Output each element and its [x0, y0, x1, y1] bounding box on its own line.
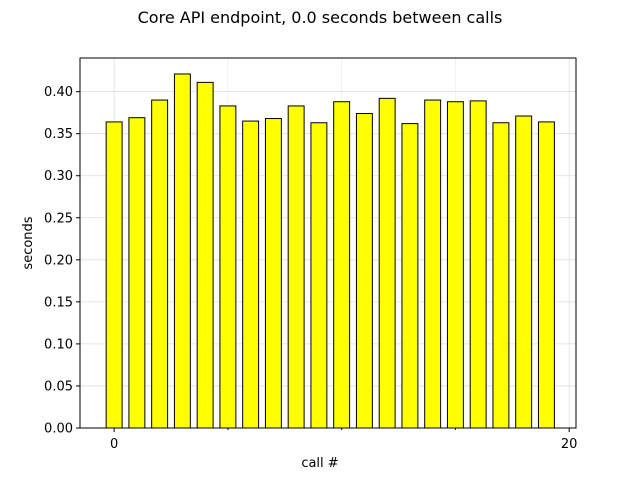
bar-call-12: [378, 97, 396, 429]
bar-call-16: [469, 100, 487, 429]
bar-call-13: [401, 123, 419, 429]
y-tick-label: 0.20: [44, 253, 73, 268]
bar-call-9: [310, 122, 328, 429]
x-axis-label: call #: [301, 456, 338, 471]
bar-call-8: [287, 105, 305, 429]
bar-call-0: [105, 121, 123, 429]
x-axis: 0 20: [110, 428, 577, 452]
bar-call-4: [196, 81, 214, 429]
y-tick-label: 0.25: [44, 211, 73, 226]
y-tick-label: 0.05: [44, 379, 73, 394]
bar-call-14: [424, 99, 442, 429]
bar-call-10: [333, 101, 351, 429]
y-tick-label: 0.15: [44, 295, 73, 310]
y-tick-label: 0.10: [44, 337, 73, 352]
y-axis: 0.00 0.05 0.10 0.15 0.20 0.25 0.30 0.35 0.40: [44, 85, 80, 437]
bar-call-11: [355, 113, 373, 429]
bars: [105, 73, 555, 429]
bar-call-5: [219, 105, 237, 429]
bar-call-3: [173, 73, 191, 429]
x-tick-label: 0: [110, 437, 118, 452]
plot-frame: [79, 57, 577, 429]
bar-call-15: [446, 101, 464, 429]
chart-title: Core API endpoint, 0.0 seconds between c…: [138, 8, 503, 27]
x-tick-label: 20: [561, 437, 578, 452]
bar-call-6: [242, 120, 260, 429]
y-axis-label: seconds: [21, 216, 36, 269]
y-tick-label: 0.35: [44, 127, 73, 142]
y-tick-label: 0.00: [44, 422, 73, 437]
bar-call-17: [492, 122, 510, 429]
bar-call-19: [537, 121, 555, 429]
bar-call-2: [151, 99, 169, 429]
bar-call-18: [515, 115, 533, 429]
bar-call-1: [128, 117, 146, 429]
y-tick-label: 0.30: [44, 169, 73, 184]
bar-call-7: [264, 118, 282, 429]
y-tick-label: 0.40: [44, 85, 73, 100]
